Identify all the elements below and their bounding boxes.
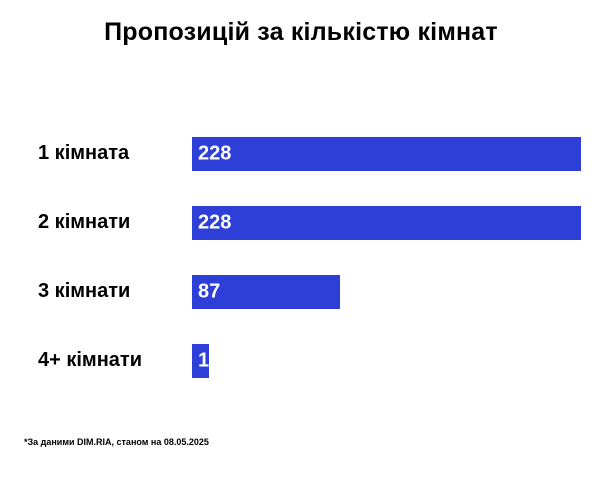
category-label: 4+ кімнати: [38, 349, 143, 371]
source-footnote: *За даними DIM.RIA, станом на 08.05.2025: [24, 437, 209, 447]
bar: 87: [192, 275, 340, 309]
bar: 228: [192, 137, 581, 171]
chart-title: Пропозицій за кількістю кімнат: [104, 18, 498, 46]
bar: 10: [192, 344, 220, 378]
bar-value-label: 87: [198, 280, 221, 303]
bar-value-label: 228: [198, 211, 232, 234]
category-label: 3 кімнати: [38, 280, 131, 302]
category-label: 2 кімнати: [38, 211, 131, 233]
category-label: 1 кімната: [38, 142, 130, 164]
bar-value-label: 10: [198, 349, 221, 372]
bar-value-label: 228: [198, 142, 232, 165]
bar: 228: [192, 206, 581, 240]
